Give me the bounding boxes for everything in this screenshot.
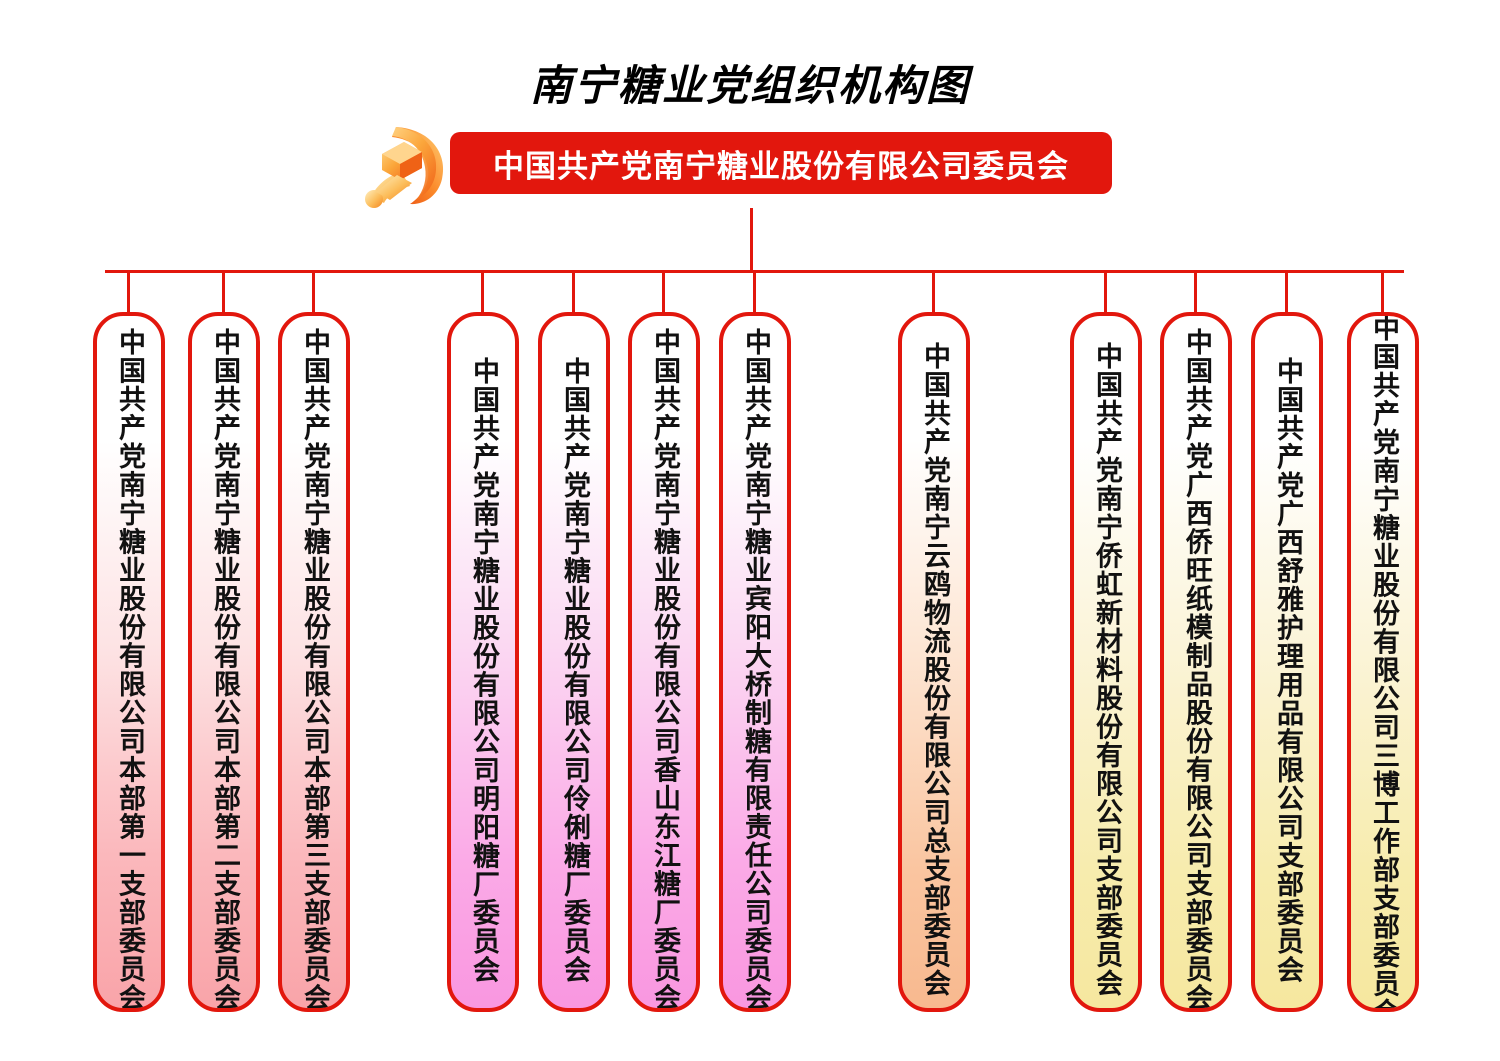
org-node-label: 中国共产党南宁糖业股份有限公司伶俐糖厂委员会	[559, 356, 590, 984]
org-node-label: 中国共产党南宁糖业宾阳大桥制糖有限责任公司委员会	[740, 328, 771, 1012]
org-node-box[interactable]: 中国共产党南宁糖业股份有限公司伶俐糖厂委员会	[538, 312, 610, 1012]
connector-drop	[753, 272, 756, 314]
connector-drop	[1285, 272, 1288, 314]
org-node-label: 中国共产党南宁糖业股份有限公司本部第二支部委员会	[209, 328, 240, 1012]
org-node-label: 中国共产党南宁糖业股份有限公司三博工作部支部委员会	[1368, 313, 1399, 1012]
org-node-box[interactable]: 中国共产党广西舒雅护理用品有限公司支部委员会	[1251, 312, 1323, 1012]
connector-drop	[1104, 272, 1107, 314]
connector-drop	[481, 272, 484, 314]
org-node-box[interactable]: 中国共产党南宁侨虹新材料股份有限公司支部委员会	[1070, 312, 1142, 1012]
party-emblem-icon	[352, 120, 464, 208]
root-banner: 中国共产党南宁糖业股份有限公司委员会	[450, 132, 1112, 194]
connector-trunk	[750, 208, 753, 272]
org-node-label: 中国共产党南宁糖业股份有限公司本部第一支部委员会	[114, 328, 145, 1012]
org-node-label: 中国共产党广西侨旺纸模制品股份有限公司支部委员会	[1181, 328, 1212, 1012]
org-node-box[interactable]: 中国共产党南宁糖业股份有限公司三博工作部支部委员会	[1347, 312, 1419, 1012]
connector-drop	[1381, 272, 1384, 314]
root-node-label: 中国共产党南宁糖业股份有限公司委员会	[493, 148, 1069, 185]
org-node-label: 中国共产党南宁云鸥物流股份有限公司总支部委员会	[919, 342, 950, 998]
connector-drop	[1194, 272, 1197, 314]
org-node-box[interactable]: 中国共产党南宁云鸥物流股份有限公司总支部委员会	[898, 312, 970, 1012]
org-node-label: 中国共产党南宁侨虹新材料股份有限公司支部委员会	[1091, 342, 1122, 998]
org-node-box[interactable]: 中国共产党南宁糖业宾阳大桥制糖有限责任公司委员会	[719, 312, 791, 1012]
page-title: 南宁糖业党组织机构图	[529, 61, 970, 110]
connector-drop	[572, 272, 575, 314]
connector-drop	[127, 272, 130, 314]
org-node-box[interactable]: 中国共产党南宁糖业股份有限公司明阳糖厂委员会	[447, 312, 519, 1012]
connector-drop	[222, 272, 225, 314]
connector-drop	[662, 272, 665, 314]
org-node-box[interactable]: 中国共产党广西侨旺纸模制品股份有限公司支部委员会	[1160, 312, 1232, 1012]
org-node-label: 中国共产党广西舒雅护理用品有限公司支部委员会	[1272, 356, 1303, 984]
org-node-box[interactable]: 中国共产党南宁糖业股份有限公司本部第三支部委员会	[278, 312, 350, 1012]
root-node: 中国共产党南宁糖业股份有限公司委员会	[352, 118, 1112, 208]
org-node-label: 中国共产党南宁糖业股份有限公司本部第三支部委员会	[299, 328, 330, 1012]
org-node-box[interactable]: 中国共产党南宁糖业股份有限公司香山东江糖厂委员会	[628, 312, 700, 1012]
org-node-box[interactable]: 中国共产党南宁糖业股份有限公司本部第二支部委员会	[188, 312, 260, 1012]
connector-drop	[932, 272, 935, 314]
org-node-box[interactable]: 中国共产党南宁糖业股份有限公司本部第一支部委员会	[93, 312, 165, 1012]
org-node-label: 中国共产党南宁糖业股份有限公司香山东江糖厂委员会	[649, 328, 680, 1012]
org-node-label: 中国共产党南宁糖业股份有限公司明阳糖厂委员会	[468, 356, 499, 984]
connector-drop	[312, 272, 315, 314]
connector-bus	[105, 270, 1404, 273]
